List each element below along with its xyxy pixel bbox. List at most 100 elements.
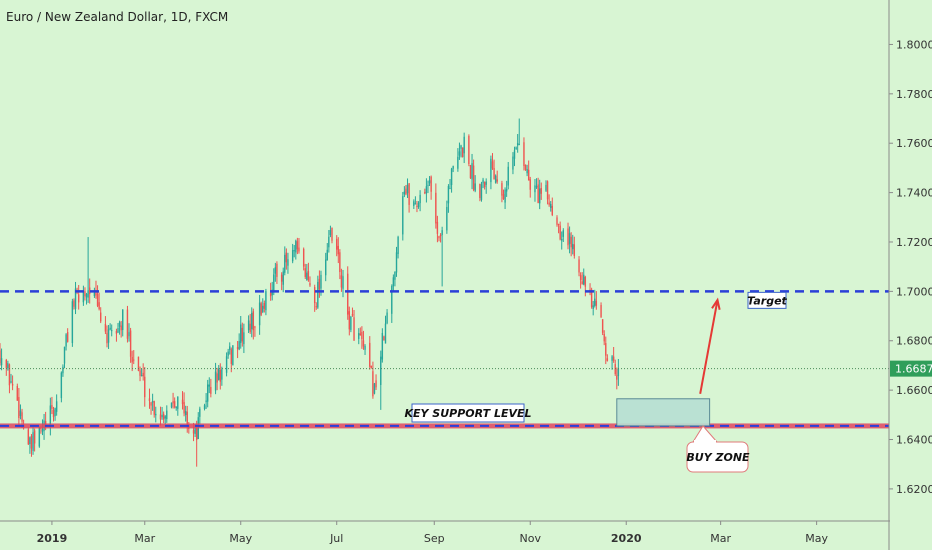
candle [336, 235, 338, 257]
support-level-band[interactable] [0, 423, 889, 429]
y-tick-label: 1.74000 [896, 187, 932, 200]
candle [535, 178, 538, 189]
candle-body [298, 247, 300, 252]
candle-body [358, 333, 360, 339]
buy-zone-callout[interactable]: BUY ZONE [686, 425, 750, 473]
candle [274, 262, 277, 282]
candle [84, 287, 86, 301]
target-arrow[interactable] [699, 299, 719, 395]
candle-body [507, 166, 509, 186]
x-tick-label: Mar [710, 532, 731, 545]
candle [131, 350, 133, 372]
candle-body [413, 201, 415, 206]
candle [287, 252, 289, 274]
candle-body [206, 384, 209, 402]
candle-body [419, 194, 421, 204]
candle-body [49, 405, 52, 427]
candle-body [606, 358, 609, 361]
candle-body [408, 183, 410, 205]
candle-body [460, 145, 462, 149]
time-axis-bg [0, 522, 932, 550]
candle [501, 180, 503, 203]
candle [33, 428, 36, 452]
candle [133, 350, 135, 365]
candle [219, 363, 221, 390]
candle [490, 155, 492, 190]
candle [524, 164, 527, 171]
candle-body [405, 188, 407, 195]
candle-body [570, 236, 572, 248]
target-label-text: Target [747, 294, 787, 307]
last-price-tag-box [890, 360, 932, 377]
buy-zone-box[interactable] [616, 398, 711, 427]
candle [469, 164, 472, 179]
candle [358, 328, 360, 345]
candle-body [424, 191, 426, 194]
candle-body [247, 320, 250, 331]
x-tick-label: 2020 [611, 532, 642, 545]
candle-body [325, 259, 327, 276]
candle-body [331, 227, 333, 241]
candle-body [534, 185, 536, 193]
candle-body [617, 368, 620, 377]
candle-body [7, 363, 9, 369]
candle [315, 302, 317, 310]
support-label[interactable]: KEY SUPPORT LEVEL [404, 403, 532, 423]
buy-zone-label-text: BUY ZONE [686, 451, 750, 464]
candle [380, 350, 382, 410]
candle [63, 346, 66, 369]
candle [480, 181, 483, 202]
candles-layer [0, 118, 620, 467]
candle-body [584, 276, 587, 287]
candle [18, 388, 20, 426]
candle-body [104, 323, 107, 332]
candle [518, 118, 520, 146]
candle-body [523, 142, 525, 167]
candle [551, 197, 553, 217]
candle-body [122, 309, 124, 331]
candle-body [181, 399, 184, 405]
candle [0, 343, 1, 366]
candle [73, 298, 75, 310]
candle [199, 406, 201, 425]
candle-body [364, 345, 366, 350]
target-label[interactable]: Target [747, 291, 788, 309]
candle [362, 330, 365, 350]
candle [60, 371, 63, 403]
candle [296, 237, 299, 255]
candle [402, 191, 404, 241]
candle-body [291, 250, 294, 262]
candle [177, 396, 179, 416]
candle-body [375, 380, 377, 388]
candle [581, 272, 583, 285]
candle [523, 137, 525, 171]
candle-body [526, 169, 528, 174]
candle-body [435, 192, 437, 224]
candle [181, 391, 184, 410]
candle-body [568, 233, 571, 244]
candle [583, 268, 585, 286]
candle [337, 237, 339, 264]
candle-body [170, 402, 173, 408]
candle [98, 292, 100, 311]
candle [329, 225, 332, 238]
candle-body [173, 401, 176, 408]
candle-body [249, 323, 251, 332]
x-tick-label: Jul [329, 532, 343, 545]
candle-body [394, 271, 396, 280]
candle [166, 405, 168, 423]
candle-body [384, 323, 387, 344]
candle-body [306, 272, 308, 280]
candle [339, 249, 341, 280]
candle [140, 368, 143, 377]
candle [307, 262, 310, 282]
candle [457, 148, 459, 172]
candle [298, 237, 300, 254]
candle-body [612, 356, 615, 361]
candle [527, 160, 530, 181]
candle-body [505, 189, 508, 192]
candle [413, 199, 415, 209]
candle-body [524, 164, 527, 170]
